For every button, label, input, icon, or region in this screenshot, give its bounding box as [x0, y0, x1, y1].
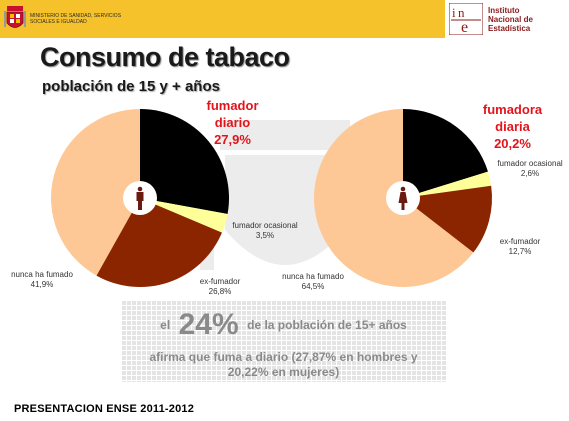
man-icon — [123, 181, 157, 215]
callout-women-line1: fumadora — [482, 102, 543, 117]
label-men-ex: ex-fumador 26,8% — [180, 277, 260, 297]
summary-line1: el 24% de la población de 15+ años — [121, 308, 446, 342]
callout-men-line1: fumador — [206, 98, 259, 113]
ministry-name: MINISTERIO DE SANIDAD, SERVICIOS SOCIALE… — [30, 13, 122, 25]
ine-name-line3: Estadística — [488, 23, 531, 33]
label-women-never-value: 64,5% — [301, 282, 325, 291]
label-men-occasional-name: fumador ocasional — [232, 221, 298, 230]
page-title: Consumo de tabaco — [40, 42, 290, 72]
footer-text: PRESENTACION ENSE 2011-2012 — [14, 403, 195, 415]
label-women-ex-name: ex-fumador — [499, 237, 541, 246]
callout-men: fumador diario 27,9% — [190, 97, 275, 148]
label-men-occasional-value: 3,5% — [255, 231, 275, 240]
label-women-ex-value: 12,7% — [508, 247, 532, 256]
label-women-occasional-value: 2,6% — [520, 169, 540, 178]
page-subtitle: población de 15 y + años — [42, 78, 220, 95]
pie-slice-men-3 — [51, 109, 140, 276]
pie-chart-women — [313, 109, 492, 287]
ine-name-line2: Nacional de — [488, 14, 533, 24]
ine-logo-icon: i n e — [449, 3, 483, 35]
summary-big-value: 24% — [178, 308, 239, 341]
label-women-ex: ex-fumador 12,7% — [480, 237, 560, 257]
callout-women-line3: 20,2% — [494, 136, 531, 151]
ministry-logo: MINISTERIO DE SANIDAD, SERVICIOS SOCIALE… — [4, 3, 140, 35]
label-men-occasional: fumador ocasional 3,5% — [220, 221, 310, 241]
label-women-never: nunca ha fumado 64,5% — [268, 272, 358, 292]
pie-slice-men-1 — [140, 198, 228, 233]
label-men-ex-value: 26,8% — [208, 287, 232, 296]
pie-slice-men-0 — [140, 109, 229, 214]
label-women-occasional-name: fumador ocasional — [497, 159, 563, 168]
summary-detail: afirma que fuma a diario (27,87% en homb… — [121, 350, 446, 380]
summary-banner: el 24% de la población de 15+ años afirm… — [121, 300, 446, 382]
ine-name-line1: Instituto — [488, 5, 520, 15]
summary-post: de la población de 15+ años — [247, 318, 407, 332]
callout-men-line2: diario — [214, 115, 251, 130]
label-men-never: nunca ha fumado 41,9% — [0, 270, 87, 290]
callout-men-line3: 27,9% — [214, 132, 251, 147]
woman-icon — [386, 181, 420, 215]
pie-slice-women-0 — [403, 109, 488, 198]
label-men-never-name: nunca ha fumado — [11, 270, 73, 279]
pie-slice-men-2 — [96, 198, 222, 287]
svg-text:e: e — [461, 19, 468, 35]
label-women-occasional: fumador ocasional 2,6% — [490, 159, 569, 179]
ine-name: Instituto Nacional de Estadística — [488, 6, 533, 33]
label-men-ex-name: ex-fumador — [199, 277, 241, 286]
pie-slice-women-1 — [403, 171, 492, 198]
svg-text:i: i — [452, 5, 456, 20]
summary-line2: afirma que fuma a diario (27,87% en homb… — [149, 350, 418, 364]
label-men-never-value: 41,9% — [30, 280, 54, 289]
coat-of-arms-icon — [4, 6, 26, 28]
callout-women-line2: diaria — [495, 119, 530, 134]
pie-slice-women-2 — [403, 185, 492, 253]
pie-chart-men — [51, 109, 229, 287]
ine-logo: i n e Instituto Nacional de Estadística — [449, 2, 567, 36]
label-women-never-name: nunca ha fumado — [282, 272, 344, 281]
callout-women: fumadora diaria 20,2% — [470, 101, 555, 152]
summary-pre: el — [160, 318, 171, 332]
svg-text:n: n — [458, 5, 465, 20]
summary-line3: 20,22% en mujeres) — [227, 365, 340, 379]
